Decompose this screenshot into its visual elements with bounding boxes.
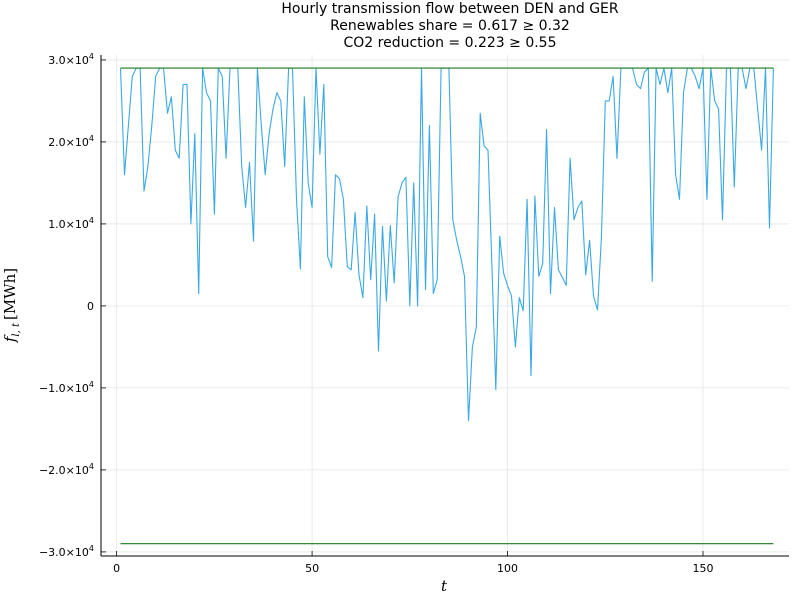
x-tick-label: 0 (113, 562, 120, 575)
x-axis-label: t (441, 577, 448, 595)
y-tick-label-base: −2.0×10 (39, 464, 89, 477)
y-tick-label: 2.0×104 (48, 134, 94, 149)
y-tick-label-base: 3.0×10 (48, 54, 89, 67)
y-tick-label-exponent: 4 (89, 134, 94, 143)
y-tick-label-exponent: 4 (89, 380, 94, 389)
y-axis-label-unit: [MWh] (1, 268, 19, 320)
axes (100, 55, 789, 557)
y-tick-label-base: 1.0×10 (48, 218, 89, 231)
y-tick-label-exponent: 4 (89, 544, 94, 553)
series-layer (119, 67, 774, 545)
x-tick-label: 150 (693, 562, 714, 575)
y-tick-label-base: −1.0×10 (39, 382, 89, 395)
y-tick-label: 1.0×104 (48, 216, 94, 231)
chart-title-line-3: CO2 reduction = 0.223 ≥ 0.55 (343, 35, 556, 51)
y-tick-label-base: 2.0×10 (48, 136, 89, 149)
flow-series-line (119, 67, 774, 422)
chart-title-line-1: Hourly transmission flow between DEN and… (281, 1, 619, 17)
grid (101, 55, 789, 556)
y-tick-label: −1.0×104 (39, 380, 94, 395)
tick-labels: 0 50 100 1503.0×1042.0×1041.0×1040−1.0×104−… (39, 52, 714, 575)
y-tick-label-exponent: 4 (89, 462, 94, 471)
x-tick-label: 100 (497, 562, 518, 575)
y-tick-label-exponent: 4 (89, 216, 94, 225)
y-tick-label: −3.0×104 (39, 544, 94, 559)
y-tick-label-exponent: 4 (89, 52, 94, 61)
y-tick-label-base: −3.0×10 (39, 546, 89, 559)
y-tick-label: 0 (87, 300, 94, 313)
y-tick-label: −2.0×104 (39, 462, 94, 477)
chart-title-line-2: Renewables share = 0.617 ≥ 0.32 (330, 18, 570, 34)
y-axis-label: fl, t [MWh] (1, 268, 22, 343)
x-tick-label: 50 (305, 562, 319, 575)
y-axis-label-subscript: l, t (11, 322, 22, 337)
y-axis-label-symbol: f (1, 334, 19, 343)
y-tick-label: 3.0×104 (48, 52, 94, 67)
